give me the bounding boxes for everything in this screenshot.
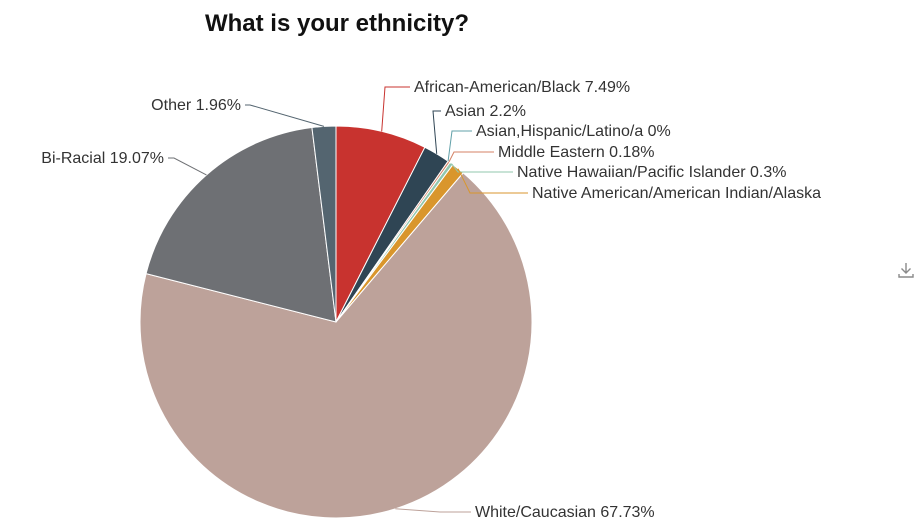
label-leader-line	[451, 163, 513, 173]
slice-label: White/Caucasian 67.73%	[475, 504, 655, 520]
slice-label: African-American/Black 7.49%	[414, 79, 630, 96]
slice-label: Asian,Hispanic/Latino/a 0%	[476, 123, 671, 140]
slice-label: Bi-Racial 19.07%	[41, 150, 164, 167]
slice-label: Native Hawaiian/Pacific Islander 0.3%	[517, 164, 786, 181]
slice-label: Native American/American Indian/Alaska	[532, 185, 821, 202]
slice-label: Asian 2.2%	[445, 103, 526, 120]
label-leader-line	[381, 86, 410, 132]
download-button[interactable]	[896, 260, 916, 280]
download-icon	[898, 263, 914, 278]
label-leader-line	[168, 157, 207, 176]
slice-label: Middle Eastern 0.18%	[498, 144, 655, 161]
pie-slice[interactable]	[145, 126, 337, 323]
chart-title: What is your ethnicity?	[204, 10, 470, 37]
label-leader-line	[447, 130, 472, 162]
slice-label: Other 1.96%	[151, 97, 241, 114]
label-leader-line	[245, 104, 325, 127]
label-leader-line	[457, 168, 528, 194]
label-leader-line	[448, 151, 494, 163]
label-leader-line	[395, 508, 471, 513]
label-leader-line	[432, 110, 441, 154]
